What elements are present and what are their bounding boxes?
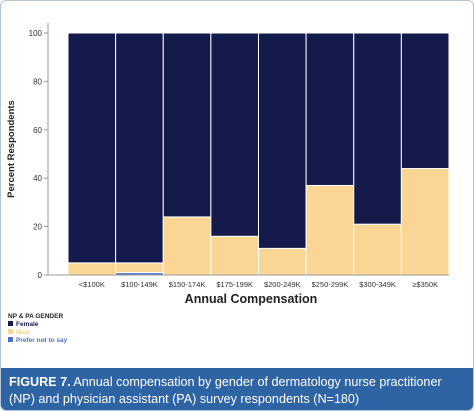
y-tick-label: 60 <box>33 126 42 135</box>
legend-label: Male <box>16 329 31 336</box>
x-tick-label: $150-174K <box>169 280 206 289</box>
x-tick-label: $175-199K <box>216 280 253 289</box>
bar-segment <box>258 32 307 249</box>
x-tick-label: <$100K <box>79 280 105 289</box>
figure-label: FIGURE 7. <box>9 375 71 389</box>
legend-swatch <box>8 337 13 342</box>
bar-segment <box>210 235 259 276</box>
bars-group <box>67 32 450 276</box>
y-tick-label: 0 <box>38 271 43 280</box>
y-tick-label: 40 <box>33 174 42 183</box>
x-tick-label: $250-299K <box>312 280 349 289</box>
bar-segment <box>67 32 117 264</box>
bar-segment <box>162 216 212 276</box>
bar-segment <box>258 247 307 276</box>
bar-segment <box>162 32 212 218</box>
y-tick-label: 100 <box>29 29 43 38</box>
bar-segment <box>400 32 450 170</box>
x-axis-title: Annual Compensation <box>185 292 318 306</box>
y-tick-label: 80 <box>33 77 42 86</box>
legend-label: Prefer not to say <box>16 337 68 344</box>
x-tick-label: $100-149K <box>121 280 158 289</box>
bar-segment <box>115 32 164 264</box>
y-axis: 0 20 40 60 80 100 <box>29 23 49 280</box>
bar-segment <box>353 223 402 276</box>
bar-segment <box>400 168 450 276</box>
x-axis: <$100K $100-149K $150-174K $175-199K $200-24… <box>48 274 449 289</box>
bar-segment <box>305 32 355 186</box>
legend-swatch <box>8 329 13 334</box>
figure-caption: FIGURE 7. Annual compensation by gender … <box>1 368 473 410</box>
x-tick-label: $300-349K <box>359 280 396 289</box>
bar-segment <box>210 32 259 237</box>
x-tick-label: $200-249K <box>264 280 301 289</box>
legend-label: Female <box>16 321 39 328</box>
bar-segment <box>305 184 355 276</box>
legend-swatch <box>8 321 13 326</box>
bar-segment <box>353 32 402 225</box>
x-tick-label: ≥$350K <box>412 280 438 289</box>
bar-segment <box>67 262 117 276</box>
y-tick-label: 20 <box>33 223 42 232</box>
y-axis-title: Percent Respondents <box>6 100 17 198</box>
bar-segment <box>115 262 164 274</box>
caption-text: Annual compensation by gender of dermato… <box>9 375 442 406</box>
stacked-bar-chart: 0 20 40 60 80 100 <$100K $100-149K $150-174K $17… <box>6 23 450 344</box>
legend-title: NP & PA GENDER <box>8 313 63 320</box>
